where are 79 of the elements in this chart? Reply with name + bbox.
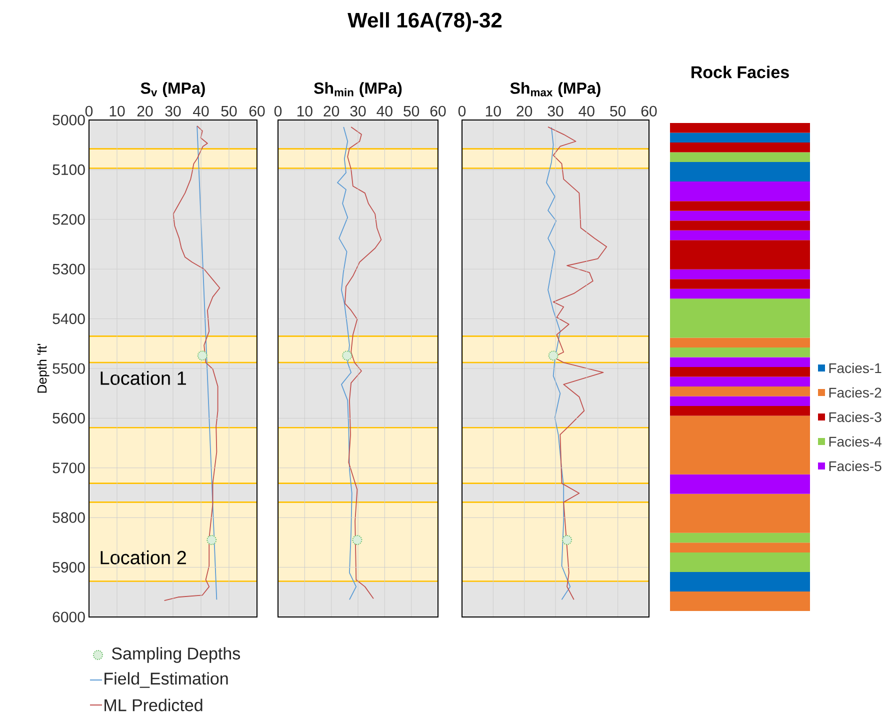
y-tick-label: 5400 (52, 313, 85, 324)
legend-label: Sampling Depths (112, 647, 240, 663)
bar (670, 338, 810, 348)
bar (670, 132, 810, 143)
chart-title: Rock Facies (692, 66, 789, 78)
legend-label: Facies-3 (829, 412, 882, 422)
x-tick-label: 30 (165, 106, 181, 116)
x-tick-label: 40 (193, 106, 209, 116)
y-tick-label: 5700 (52, 462, 85, 474)
y-tick-label: 6000 (52, 612, 85, 622)
x-tick-label: 30 (350, 106, 366, 116)
bar (670, 416, 810, 474)
x-tick-label: 20 (137, 106, 153, 116)
bar (670, 210, 810, 221)
bar (670, 182, 810, 202)
x-tick-label: 40 (376, 106, 392, 116)
x-tick-label: 30 (548, 106, 564, 116)
legend-label: Facies-4 (829, 436, 882, 447)
y-tick-label: 5300 (52, 264, 85, 274)
x-tick-label: 20 (516, 106, 532, 116)
bar (670, 162, 810, 182)
bar (670, 220, 810, 230)
y-tick-label: 5500 (52, 363, 85, 374)
x-tick-label: 0 (458, 106, 466, 116)
x-tick-label: 50 (221, 106, 237, 116)
bar (670, 279, 810, 289)
x-axis-title: Sh$_{min}$ (MPa) (314, 82, 402, 97)
x-tick-label: 50 (610, 106, 626, 116)
y-tick-label: 5200 (52, 214, 85, 225)
x-axis-title: Sh$_{max}$ (MPa) (510, 82, 600, 97)
bar (670, 288, 810, 299)
x-tick-label: 10 (297, 106, 312, 116)
x-tick-label: 60 (430, 106, 446, 116)
bar (670, 123, 810, 133)
y-tick-label: 5900 (52, 562, 85, 573)
bar (670, 240, 810, 270)
bar (670, 591, 810, 611)
x-tick-label: 60 (641, 106, 657, 116)
x-tick-label: 0 (85, 106, 93, 116)
bar (670, 298, 810, 338)
bar (670, 572, 810, 592)
y-axis-title: Depth 'ft' (37, 344, 50, 393)
x-tick-label: 40 (578, 106, 594, 116)
annotation: Location 2 (100, 550, 186, 564)
chart-title: Well 16A(78)-32 (348, 12, 502, 32)
bar (670, 367, 810, 377)
bar (670, 474, 810, 494)
y-tick-label: 5000 (52, 114, 85, 126)
bar (670, 386, 810, 396)
legend-label: Facies-5 (829, 460, 882, 472)
bar (670, 269, 810, 280)
x-tick-label: 10 (486, 106, 501, 116)
x-tick-label: 0 (274, 106, 282, 116)
bar (670, 347, 810, 358)
legend-label: Field_Estimation (104, 672, 228, 688)
y-tick-label: 5800 (52, 512, 85, 523)
x-tick-label: 20 (324, 106, 340, 116)
legend-label: Facies-2 (829, 387, 882, 398)
bar (670, 542, 810, 552)
bar (670, 357, 810, 367)
x-tick-label: 50 (404, 106, 420, 116)
bar (670, 406, 810, 416)
bar (670, 396, 810, 406)
bar (670, 230, 810, 240)
legend-label: ML Predicted (104, 698, 202, 712)
bar (670, 376, 810, 387)
x-tick-label: 10 (110, 106, 125, 116)
bar (670, 494, 810, 533)
bar (670, 552, 810, 572)
x-axis-title: S$_{v}$ (MPa) (140, 82, 205, 97)
legend-label: Facies-1 (829, 362, 882, 374)
bar (670, 152, 810, 162)
bar (670, 142, 810, 152)
bar (670, 201, 810, 211)
bar (670, 532, 810, 543)
y-tick-label: 5600 (52, 412, 85, 424)
y-tick-label: 5100 (52, 164, 85, 176)
x-tick-label: 60 (249, 106, 265, 116)
annotation: Location 1 (100, 370, 186, 385)
